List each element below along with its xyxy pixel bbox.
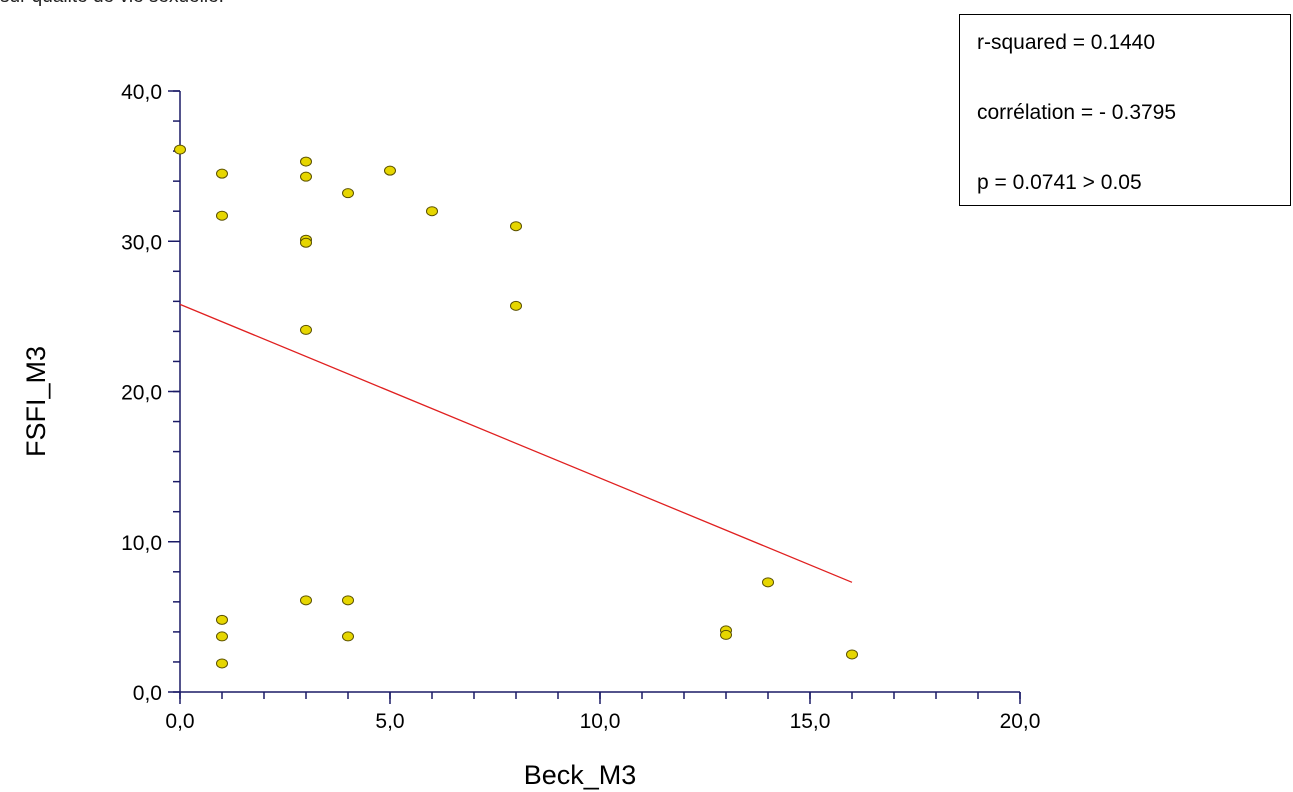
data-point <box>300 156 312 167</box>
data-point <box>384 165 396 176</box>
data-point <box>510 221 522 232</box>
data-points <box>174 144 858 669</box>
chart-ticks: 0,0 5,0 10,0 15,0 20,0 0,0 10,0 20,0 30,0 40,0 <box>121 81 1040 733</box>
data-point <box>426 206 438 217</box>
p-value-text: p = 0.0741 > 0.05 <box>977 171 1142 194</box>
stats-box: r-squared = 0.1440 corrélation = - 0.379… <box>959 14 1291 206</box>
data-point <box>762 577 774 588</box>
x-tick-label: 0,0 <box>165 710 194 733</box>
correlation-text: corrélation = - 0.3795 <box>977 101 1177 124</box>
header-text-fragment: sur qualité de vie sexuelle. <box>0 0 224 8</box>
data-point <box>300 171 312 182</box>
y-tick-label: 20,0 <box>121 382 162 405</box>
y-axis-title: FSFI_M3 <box>21 346 51 457</box>
data-point <box>216 614 228 625</box>
data-point <box>720 629 732 640</box>
x-tick-label: 5,0 <box>375 710 404 733</box>
x-tick-label: 20,0 <box>1000 710 1041 733</box>
data-point <box>174 144 186 155</box>
data-point <box>342 595 354 606</box>
r-squared-text: r-squared = 0.1440 <box>977 31 1156 54</box>
x-tick-label: 10,0 <box>580 710 621 733</box>
data-point <box>300 324 312 335</box>
data-point <box>300 595 312 606</box>
data-point <box>846 649 858 660</box>
data-point <box>216 168 228 179</box>
x-axis-title: Beck_M3 <box>524 760 637 790</box>
data-point <box>216 631 228 642</box>
y-tick-label: 0,0 <box>133 682 162 705</box>
y-tick-label: 30,0 <box>121 231 162 254</box>
data-point <box>216 658 228 669</box>
data-point <box>342 188 354 199</box>
x-tick-label: 15,0 <box>790 710 831 733</box>
data-point <box>216 210 228 221</box>
data-point <box>342 631 354 642</box>
data-point <box>300 237 312 248</box>
y-tick-label: 10,0 <box>121 532 162 555</box>
y-tick-label: 40,0 <box>121 81 162 104</box>
regression-line <box>179 303 853 583</box>
data-point <box>510 300 522 311</box>
regression-line-group <box>179 303 853 583</box>
